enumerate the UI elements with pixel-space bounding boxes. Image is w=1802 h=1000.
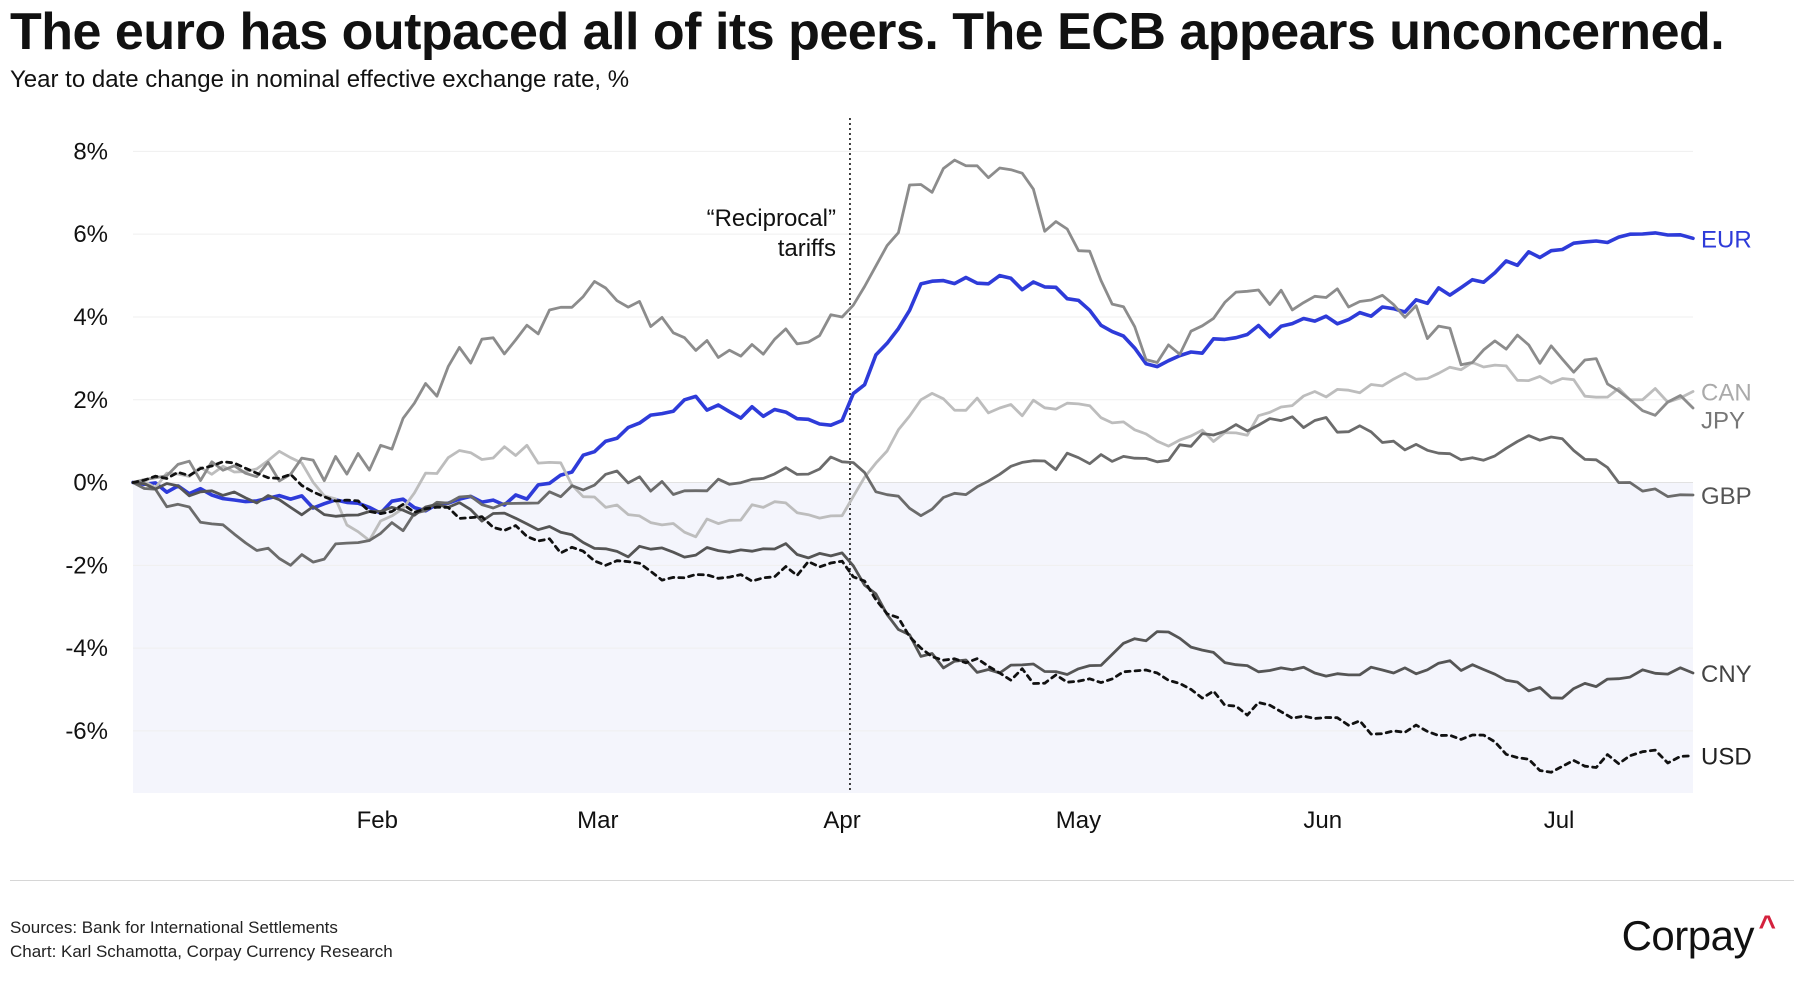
y-tick-label: 2% [73,387,108,414]
series-line-jpy [131,158,1695,484]
annotation-text: “Reciprocal” [707,205,836,232]
line-chart: 8% 6% 4% 2% 0% -2% -4% -6% Feb Mar Apr May Jun Jul EUR… [65,118,1752,834]
footer-divider [10,880,1794,881]
x-tick-label: Mar [577,807,618,834]
series-label-eur: EUR [1701,226,1752,253]
y-tick-label: -2% [65,552,108,579]
gridlines [133,150,1693,732]
chart-title: The euro has outpaced all of its peers. … [10,3,1725,61]
x-tick-label: May [1056,807,1101,834]
y-tick-label: 6% [73,221,108,248]
series-line-usd [131,460,1695,774]
series-label-gbp: GBP [1701,483,1752,510]
y-tick-label: -4% [65,635,108,662]
series-label-usd: USD [1701,744,1752,771]
x-tick-label: Jun [1303,807,1342,834]
annotation-text: tariffs [778,235,836,262]
x-tick-label: Feb [357,807,398,834]
x-tick-label: Jul [1544,807,1575,834]
label-layer: 8% 6% 4% 2% 0% -2% -4% -6% Feb Mar Apr May Jun Jul EUR… [65,138,1751,834]
chart-subtitle: Year to date change in nominal effective… [10,66,630,93]
footer: Sources: Bank for International Settleme… [10,916,393,964]
sources-text: Sources: Bank for International Settleme… [10,918,338,937]
y-tick-label: -6% [65,718,108,745]
y-tick-label: 0% [73,470,108,497]
corpay-logo: Corpay [1621,912,1755,959]
series-label-can: CAN [1701,379,1752,406]
series-line-gbp [131,415,1695,567]
series-line-eur [131,231,1695,515]
negative-region-shading [133,482,1693,793]
y-tick-label: 8% [73,138,108,165]
series-layer [131,158,1695,774]
chart-background-layer [133,482,1693,793]
x-tick-label: Apr [823,807,860,834]
corpay-logo-mark: ^ [1758,910,1776,943]
series-line-cny [131,481,1695,700]
credit-text: Chart: Karl Schamotta, Corpay Currency R… [10,942,393,961]
series-label-jpy: JPY [1701,407,1745,434]
series-label-cny: CNY [1701,661,1752,688]
series-line-can [131,361,1695,542]
y-tick-label: 4% [73,304,108,331]
